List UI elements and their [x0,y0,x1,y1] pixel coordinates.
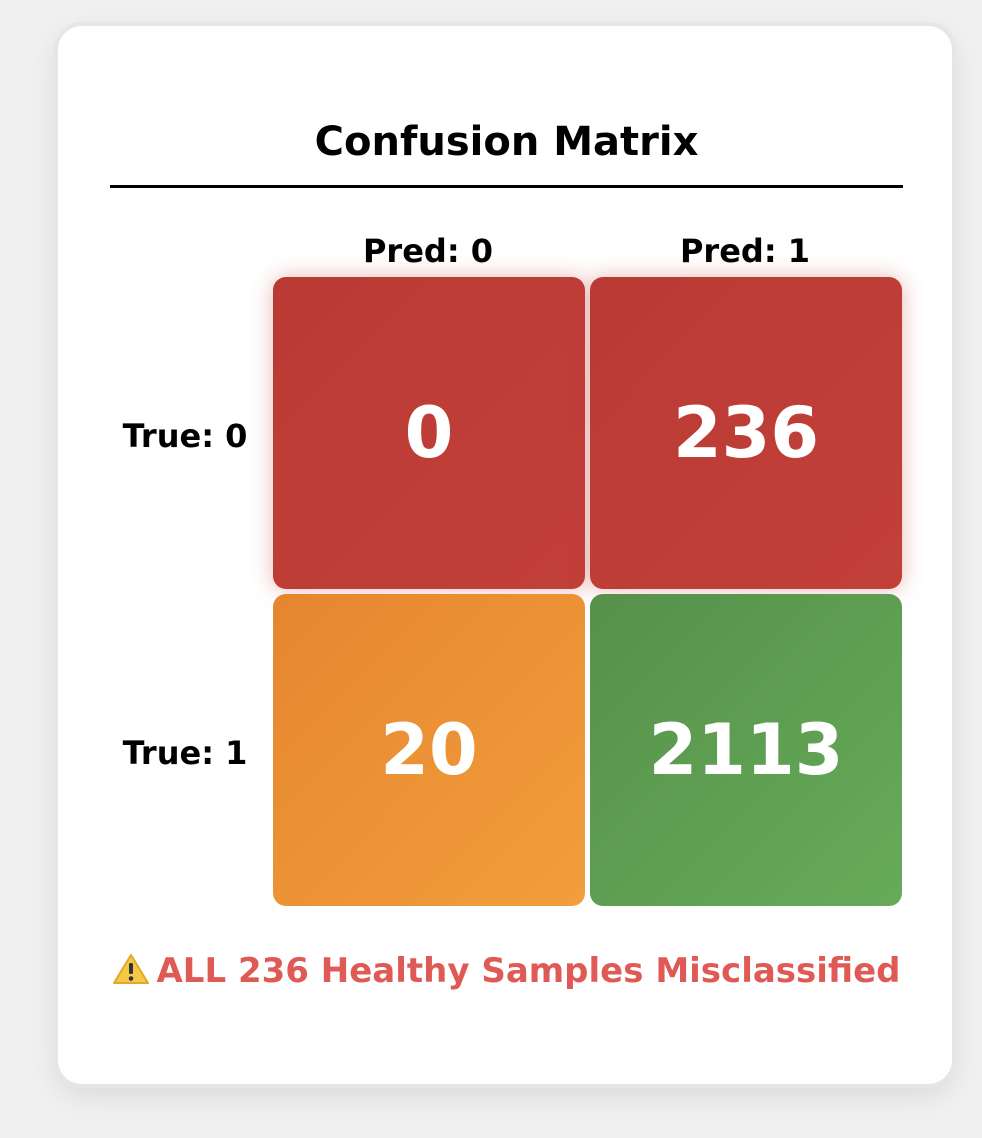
warning-icon [112,953,150,985]
cell-true0-pred0: 0 [273,277,585,589]
cell-true0-pred1: 236 [590,277,902,589]
col-label-pred-0: Pred: 0 [362,232,494,270]
row-label-true-1: True: 1 [122,734,248,772]
cell-value: 2113 [648,709,844,791]
cell-true1-pred0: 20 [273,594,585,906]
warning-text: ALL 236 Healthy Samples Misclassified [156,951,901,991]
confusion-matrix-card: Confusion Matrix Pred: 0 Pred: 1 True: 0… [58,26,952,1084]
row-label-true-0: True: 0 [122,417,248,455]
cell-value: 0 [404,392,454,474]
cell-true1-pred1: 2113 [590,594,902,906]
chart-title: Confusion Matrix [314,119,699,165]
cell-value: 20 [380,709,478,791]
col-label-pred-1: Pred: 1 [679,232,811,270]
misclassification-warning: ALL 236 Healthy Samples Misclassified [110,948,903,994]
cell-value: 236 [672,392,820,474]
title-divider [110,185,903,188]
